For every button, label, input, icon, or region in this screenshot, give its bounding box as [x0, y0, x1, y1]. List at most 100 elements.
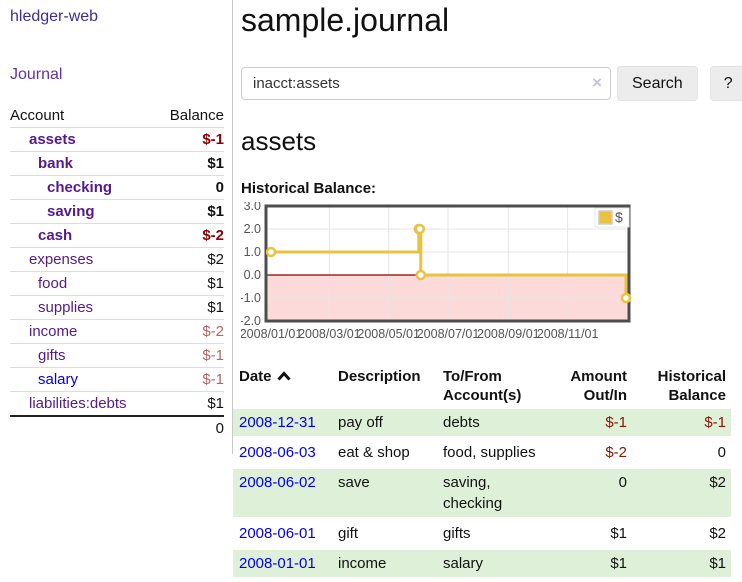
accounts-cell: salary — [437, 548, 547, 580]
transaction-date-link[interactable]: 2008-01-01 — [239, 555, 316, 572]
accounts-cell: gifts — [437, 518, 547, 550]
register-row: 2008-06-01 gift gifts $1 $2 — [233, 518, 731, 550]
account-balance: $-1 — [202, 371, 224, 388]
account-balance-table: Account Balance assets $-1 bank $1 checking 0… — [10, 104, 224, 440]
sidebar-account-row: income $-2 — [10, 319, 224, 343]
svg-text:3.0: 3.0 — [244, 202, 261, 213]
page-title: sample.journal — [241, 2, 450, 38]
sidebar-account-link[interactable]: income — [29, 323, 78, 340]
register-row: 2008-06-03 eat & shop food, supplies $-2 0 — [233, 437, 731, 469]
sidebar-account-row: assets $-1 — [10, 127, 224, 151]
sidebar-account-link[interactable]: expenses — [29, 251, 94, 268]
svg-text:2008/09/01: 2008/09/01 — [477, 327, 540, 341]
svg-text:$: $ — [615, 209, 623, 225]
sidebar-account-link[interactable]: saving — [47, 203, 95, 220]
search-bar: × Search ? — [241, 66, 742, 101]
register-column-header: Description — [338, 368, 421, 385]
account-balance: $1 — [207, 299, 224, 316]
svg-text:2008/03/01: 2008/03/01 — [298, 327, 361, 341]
help-button[interactable]: ? — [709, 66, 742, 101]
clear-search-icon[interactable]: × — [592, 73, 602, 92]
sidebar-account-row: saving $1 — [10, 199, 224, 223]
amount-cell: $-1 — [547, 409, 632, 439]
balance-cell: $-1 — [632, 409, 731, 439]
sidebar-account-link[interactable]: liabilities:debts — [29, 395, 127, 412]
amount-cell: 0 — [547, 467, 632, 520]
svg-text:0.0: 0.0 — [244, 268, 261, 282]
date-cell: 2008-01-01 — [233, 548, 332, 580]
account-total-row: 0 — [10, 415, 224, 440]
register-row: 2008-06-02 save saving, checking 0 $2 — [233, 467, 731, 520]
amount-cell: $1 — [547, 518, 632, 550]
search-input[interactable] — [241, 67, 611, 100]
sidebar-account-link[interactable]: cash — [38, 227, 73, 244]
account-balance: $1 — [207, 203, 224, 220]
account-balance: $1 — [207, 275, 224, 292]
transaction-date-link[interactable]: 2008-06-01 — [239, 525, 316, 542]
svg-text:2.0: 2.0 — [244, 222, 261, 236]
transaction-date-link[interactable]: 2008-06-03 — [239, 444, 316, 461]
description-cell: eat & shop — [332, 437, 437, 469]
amount-cell: $1 — [547, 548, 632, 580]
sidebar-account-link[interactable]: gifts — [38, 347, 66, 364]
sidebar-account-link[interactable]: assets — [29, 131, 76, 148]
sidebar-account-link[interactable]: bank — [38, 155, 74, 172]
svg-text:-1.0: -1.0 — [241, 291, 261, 305]
svg-text:-2.0: -2.0 — [241, 314, 261, 328]
description-cell: gift — [332, 518, 437, 550]
date-cell: 2008-12-31 — [233, 409, 332, 439]
register-column-header: To/From Account(s) — [443, 368, 522, 404]
main-content: sample.journal × Search ? assets Histori… — [233, 0, 742, 580]
balance-column-header: Balance — [169, 107, 224, 124]
accounts-cell: debts — [437, 409, 547, 439]
balance-cell: $2 — [632, 518, 731, 550]
account-balance: 0 — [215, 179, 224, 196]
date-cell: 2008-06-03 — [233, 437, 332, 469]
account-table-header: Account Balance — [10, 104, 224, 127]
svg-text:1.0: 1.0 — [244, 245, 261, 259]
accounts-cell: food, supplies — [437, 437, 547, 469]
register-row: 2008-01-01 income salary $1 $1 — [233, 548, 731, 580]
register-column-header[interactable]: Date — [233, 365, 332, 409]
sidebar-account-row: gifts $-1 — [10, 343, 224, 367]
sidebar-account-link[interactable]: food — [38, 275, 68, 292]
register-column-header: Amount Out/In — [570, 368, 627, 404]
svg-text:2008/05/01: 2008/05/01 — [357, 327, 420, 341]
description-cell: save — [332, 467, 437, 520]
account-balance: $1 — [207, 395, 224, 412]
app-title-link[interactable]: hledger-web — [10, 8, 99, 25]
total-balance: 0 — [215, 420, 224, 437]
account-balance: $-2 — [202, 323, 224, 340]
chart-title: Historical Balance: — [241, 180, 377, 197]
transaction-date-link[interactable]: 2008-12-31 — [239, 414, 316, 431]
date-cell: 2008-06-01 — [233, 518, 332, 550]
search-button[interactable]: Search — [617, 66, 698, 101]
account-balance: $-1 — [202, 347, 224, 364]
sidebar-account-row: checking 0 — [10, 175, 224, 199]
sidebar-account-row: expenses $2 — [10, 247, 224, 271]
sidebar-item-journal[interactable]: Journal — [10, 66, 63, 83]
sidebar-account-link[interactable]: supplies — [38, 299, 94, 316]
account-column-header: Account — [10, 107, 65, 124]
chart-canvas: $3.0 2.0 1.0 0.0 -1.0 -2.02008/01/012008/03/0… — [241, 202, 632, 341]
sidebar-account-row: salary $-1 — [10, 367, 224, 391]
svg-text:2008/11/01: 2008/11/01 — [537, 327, 599, 341]
amount-cell: $-2 — [547, 437, 632, 469]
sidebar: hledger-web Journal Account Balance asse… — [0, 0, 233, 454]
svg-text:2008/07/01: 2008/07/01 — [417, 327, 480, 341]
register-column-header: Historical Balance — [657, 368, 726, 404]
svg-text:2008/01/01: 2008/01/01 — [241, 327, 302, 341]
historical-balance-chart: $3.0 2.0 1.0 0.0 -1.0 -2.0 2008/01/01 2008/03/0… — [241, 202, 742, 352]
sidebar-account-row: food $1 — [10, 271, 224, 295]
sidebar-account-link[interactable]: salary — [38, 371, 79, 388]
description-cell: income — [332, 548, 437, 580]
sidebar-account-row: supplies $1 — [10, 295, 224, 319]
balance-cell: $2 — [632, 467, 731, 520]
register-table: Date Description To/From Account(s) Amount … — [233, 365, 731, 580]
sort-ascending-icon — [276, 371, 291, 381]
transaction-date-link[interactable]: 2008-06-02 — [239, 474, 316, 491]
sidebar-account-link[interactable]: checking — [47, 179, 113, 196]
account-balance: $-1 — [202, 131, 224, 148]
accounts-cell: saving, checking — [437, 467, 547, 520]
